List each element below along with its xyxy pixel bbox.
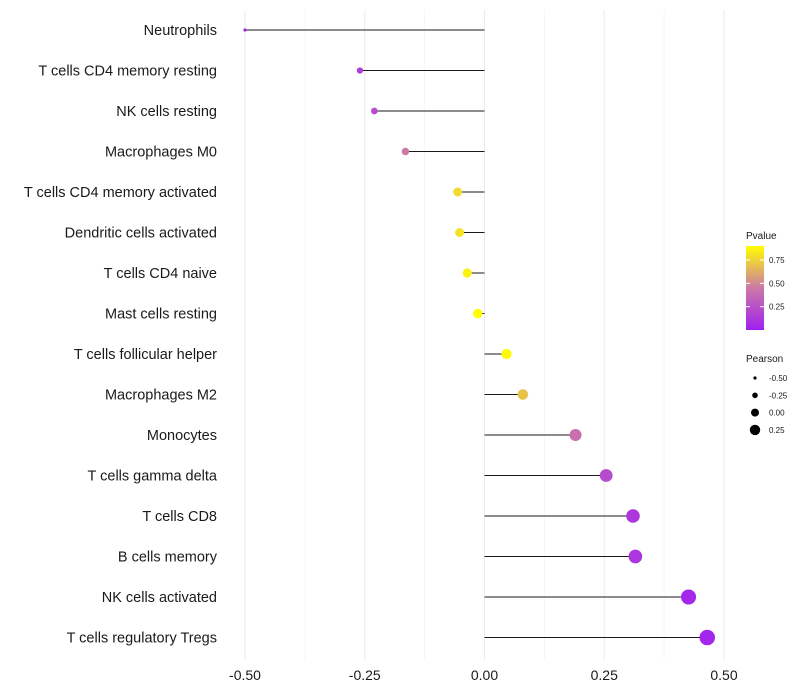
size-legend-dot [749, 424, 761, 436]
category-label: T cells follicular helper [74, 347, 217, 363]
color-legend-ticks: 0.25 0.50 0.75 [746, 256, 785, 312]
lollipop-point [626, 509, 640, 523]
x-tick-label: 0.25 [591, 667, 618, 683]
size-legend-dot [753, 376, 757, 380]
category-label: Mast cells resting [105, 307, 217, 323]
lollipop-point [453, 187, 463, 197]
category-label: T cells CD4 memory activated [24, 185, 217, 201]
category-label: Macrophages M0 [105, 145, 217, 161]
category-label: T cells regulatory Tregs [67, 631, 217, 647]
lollipop-point [501, 348, 512, 360]
legend: Pvalue 0.25 0.50 0.75 Pearson -0.50 -0.25 0.… [746, 231, 788, 436]
x-axis-ticks: -0.50 -0.25 0.00 0.25 0.50 [229, 667, 738, 683]
x-tick-label: -0.50 [229, 667, 261, 683]
color-legend-bar [746, 246, 764, 330]
size-legend-dot [751, 408, 759, 417]
lollipop-point [473, 308, 483, 319]
color-tick-label: 0.50 [769, 279, 785, 288]
category-label: NK cells activated [102, 590, 217, 606]
lollipop-point [455, 228, 465, 237]
lollipop-point [243, 28, 247, 32]
category-label: T cells CD8 [142, 509, 217, 525]
category-label: T cells CD4 memory resting [38, 64, 217, 80]
grid-lines [244, 10, 725, 660]
lollipop-point [462, 268, 472, 278]
color-tick-label: 0.75 [769, 256, 785, 265]
x-tick-label: 0.50 [710, 667, 737, 683]
lollipop-point [599, 469, 613, 482]
lollipop-point [681, 589, 697, 605]
category-label: Monocytes [147, 428, 217, 444]
x-tick-label: 0.00 [471, 667, 498, 683]
category-label: B cells memory [118, 550, 218, 566]
lollipop-point [569, 428, 582, 442]
lollipop-point [517, 389, 529, 400]
lollipop-point [371, 107, 378, 115]
size-legend-items: -0.50 -0.25 0.00 0.25 [749, 374, 788, 436]
x-tick-label: -0.25 [349, 667, 381, 683]
size-legend-dot [752, 392, 758, 399]
color-legend-title: Pvalue [746, 231, 777, 242]
category-label: Neutrophils [144, 23, 217, 39]
size-legend-label: 0.00 [769, 409, 785, 418]
lollipop-stems [245, 29, 708, 638]
size-legend-label: 0.25 [769, 426, 785, 435]
category-label: Dendritic cells activated [65, 226, 217, 242]
lollipop-point [699, 629, 716, 646]
category-labels: Neutrophils T cells CD4 memory resting NK … [24, 23, 218, 647]
category-label: T cells gamma delta [88, 469, 218, 485]
color-tick-label: 0.25 [769, 303, 785, 312]
size-legend-label: -0.25 [769, 391, 788, 400]
lollipop-point [401, 147, 410, 156]
lollipop-point [628, 549, 643, 564]
size-legend-title: Pearson [746, 354, 783, 365]
category-label: T cells CD4 naive [104, 266, 217, 282]
lollipop-point [356, 67, 364, 74]
size-legend-label: -0.50 [769, 374, 788, 383]
category-label: Macrophages M2 [105, 388, 217, 404]
category-label: NK cells resting [116, 104, 217, 120]
lollipop-points [243, 28, 716, 646]
